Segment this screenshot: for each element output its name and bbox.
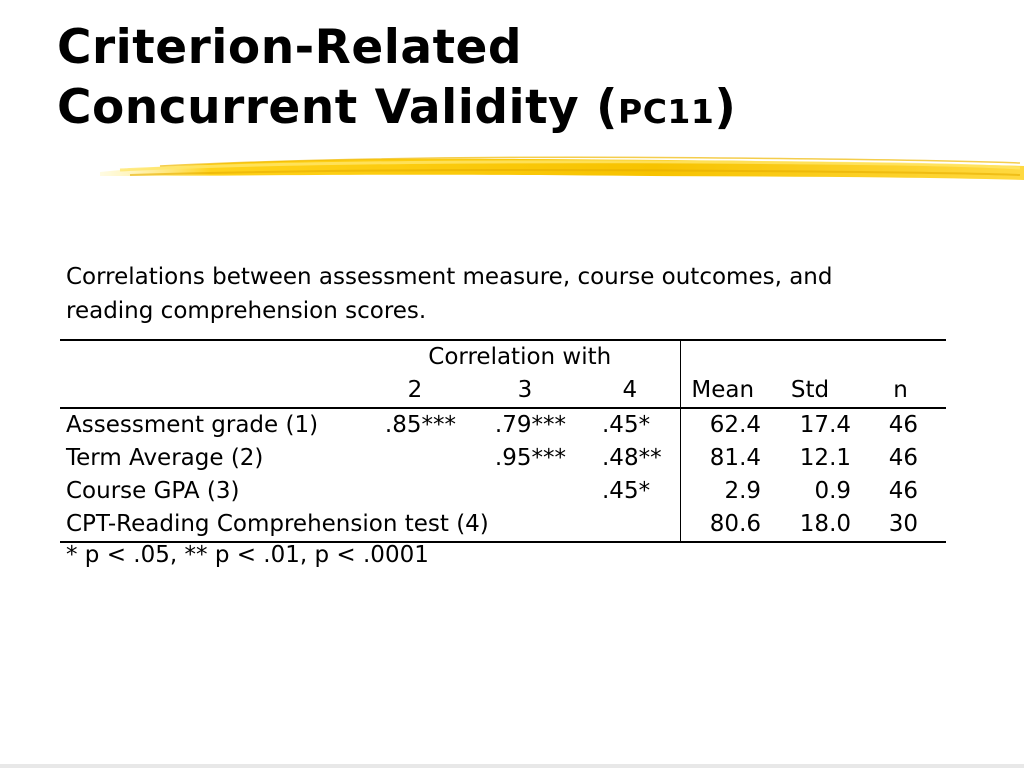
table-row: Term Average (2) .95*** .48** 81.4 12.1 … bbox=[60, 442, 946, 475]
table-caption: Correlations between assessment measure,… bbox=[66, 264, 833, 324]
column-header: Mean bbox=[680, 374, 766, 409]
cell: .48** bbox=[580, 442, 681, 475]
cell: 0.9 bbox=[814, 478, 852, 504]
row-label: CPT-Reading Comprehension test (4) bbox=[60, 508, 580, 543]
table-row: Course GPA (3) .45* 2.9 0.9 46 bbox=[60, 475, 946, 508]
title-line-2: Concurrent Validity ( bbox=[57, 80, 619, 135]
cell: 17.4 bbox=[799, 412, 852, 438]
cell bbox=[360, 475, 470, 508]
column-header: 3 bbox=[470, 374, 580, 409]
cell: 46 bbox=[888, 412, 919, 438]
cell bbox=[580, 508, 681, 543]
cell: 12.1 bbox=[799, 445, 852, 471]
significance-footnote: * p < .05, ** p < .01, p < .0001 bbox=[66, 542, 429, 568]
cell: .45* bbox=[580, 475, 681, 508]
cell: 81.4 bbox=[709, 445, 762, 471]
header-row-group: Correlation with bbox=[60, 339, 947, 374]
cell bbox=[470, 475, 580, 508]
title-line-1: Criterion-Related bbox=[57, 20, 523, 75]
cell: 30 bbox=[855, 508, 947, 543]
cell: 2.9 bbox=[724, 478, 762, 504]
cell: 46 bbox=[888, 478, 919, 504]
table-row: CPT-Reading Comprehension test (4) 80.6 … bbox=[60, 508, 947, 543]
header-row-columns: 2 3 4 Mean Std n bbox=[60, 374, 947, 409]
slide-title: Criterion-Related Concurrent Validity (P… bbox=[57, 18, 736, 142]
cell: .45* bbox=[580, 408, 681, 442]
cell: .79*** bbox=[494, 412, 566, 438]
group-header: Correlation with bbox=[360, 339, 681, 374]
slide-bottom-edge bbox=[0, 764, 1024, 768]
row-label: Assessment grade (1) bbox=[66, 412, 319, 438]
row-label: Course GPA (3) bbox=[66, 478, 240, 504]
cell bbox=[360, 442, 470, 475]
cell: 62.4 bbox=[709, 412, 762, 438]
cell: 18.0 bbox=[765, 508, 856, 543]
correlation-table: Correlation with 2 3 4 Mean Std n Assess… bbox=[60, 339, 947, 543]
cell: 80.6 bbox=[680, 508, 766, 543]
column-header: n bbox=[855, 374, 947, 409]
highlighter-swoosh bbox=[100, 156, 1024, 180]
cell: 46 bbox=[888, 445, 919, 471]
column-header: 4 bbox=[580, 374, 681, 409]
column-header: 2 bbox=[360, 374, 470, 409]
table-row: Assessment grade (1) .85*** .79*** .45* … bbox=[60, 408, 946, 442]
column-header: Std bbox=[765, 374, 856, 409]
row-label: Term Average (2) bbox=[66, 445, 264, 471]
cell: .95*** bbox=[494, 445, 566, 471]
title-close-paren: ) bbox=[714, 80, 737, 135]
title-code: PC11 bbox=[618, 92, 715, 131]
cell: .85*** bbox=[384, 412, 456, 438]
correlation-table-container: Correlation with 2 3 4 Mean Std n Assess… bbox=[60, 339, 947, 543]
